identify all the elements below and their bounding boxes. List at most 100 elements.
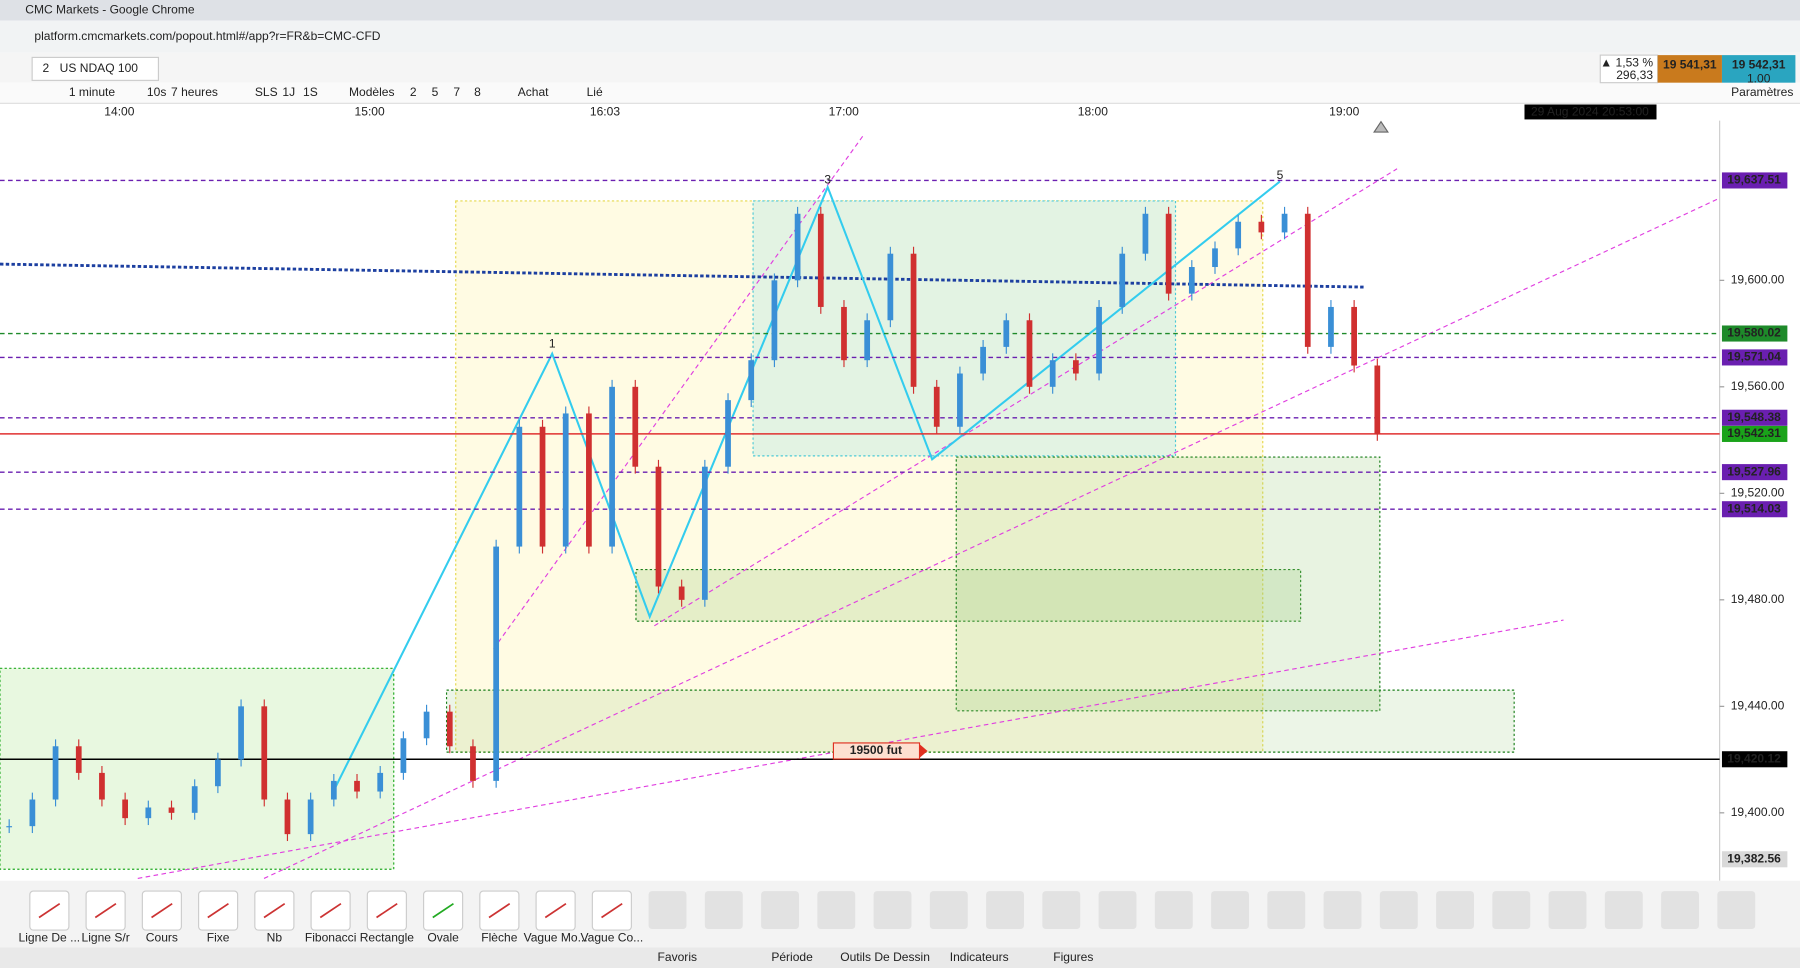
tool-label: Flèche xyxy=(481,930,517,944)
empty-slot xyxy=(1098,891,1137,929)
bottom-tab[interactable]: Indicateurs xyxy=(950,950,1009,964)
level-label-box xyxy=(1721,172,1788,189)
tool-label: Nb xyxy=(267,930,283,944)
tool-label: Ligne S/r xyxy=(82,930,130,944)
window-title: CMC Markets - Google Chrome xyxy=(25,3,195,17)
candle xyxy=(1328,306,1334,347)
candle xyxy=(400,738,407,773)
level-label-box xyxy=(1721,751,1788,768)
candle xyxy=(307,799,314,835)
bottom-tab[interactable]: Favoris xyxy=(658,950,697,964)
y-tick-label: 19,560.00 xyxy=(1731,379,1785,393)
sell-button[interactable] xyxy=(1657,55,1722,83)
candle xyxy=(377,772,384,792)
wave-label: 5 xyxy=(1277,168,1284,182)
candles xyxy=(6,206,1381,842)
annotation: 19500 fut xyxy=(850,743,902,757)
change-box xyxy=(1599,54,1659,84)
title-bar xyxy=(0,0,1800,21)
level-label-box xyxy=(1721,425,1788,442)
empty-slot xyxy=(648,891,687,929)
candle xyxy=(817,213,824,307)
tool-icon xyxy=(319,902,342,919)
candle xyxy=(516,426,523,547)
toolbar-item[interactable]: Lié xyxy=(587,85,603,99)
sell-price: 19 541,31 xyxy=(1663,58,1717,72)
toolbar-item[interactable]: 8 xyxy=(474,85,481,99)
marker xyxy=(1373,120,1389,133)
candle xyxy=(1235,221,1242,249)
candle xyxy=(423,711,430,739)
candle xyxy=(1304,213,1311,347)
buy-button[interactable] xyxy=(1721,55,1796,83)
tool-label: Fibonacci xyxy=(305,930,357,944)
trend-line xyxy=(263,198,1719,879)
toolbar-item[interactable]: Paramètres xyxy=(1731,85,1793,99)
empty-slot xyxy=(1436,891,1474,929)
empty-slot xyxy=(1492,891,1531,929)
level-label-box xyxy=(1721,409,1788,426)
candle xyxy=(794,213,801,281)
level-label: 19,542.31 xyxy=(1727,426,1781,440)
instrument-tab[interactable] xyxy=(31,56,159,81)
candle xyxy=(887,253,894,321)
date-box xyxy=(1524,104,1657,120)
toolbar-item[interactable]: SLS xyxy=(255,85,278,99)
candle xyxy=(6,826,13,828)
candle xyxy=(191,786,198,813)
tool-label: Rectangle xyxy=(360,930,415,944)
toolbar-item[interactable]: 2 xyxy=(410,85,417,99)
toolbar-item[interactable]: 7 xyxy=(453,85,460,99)
candle xyxy=(1351,306,1358,366)
level-label: 19,637.51 xyxy=(1727,173,1781,187)
toolbar-item[interactable]: Modèles xyxy=(349,85,395,99)
toolbar-item[interactable]: 10s xyxy=(147,85,166,99)
wave-label: 1 xyxy=(549,337,556,351)
tool-icon xyxy=(94,902,117,919)
level-label-box xyxy=(1721,851,1788,868)
toolbar-item[interactable]: 1J xyxy=(282,85,295,99)
wave xyxy=(331,180,1281,793)
candle xyxy=(1374,365,1381,434)
bottom-tab[interactable]: Outils De Dessin xyxy=(840,950,930,964)
trend-line xyxy=(493,135,864,650)
candle xyxy=(330,780,337,800)
candle xyxy=(1281,213,1288,233)
tool-label: Ovale xyxy=(427,930,459,944)
level-label: 19,527.96 xyxy=(1727,464,1781,478)
toolbar-item[interactable]: 1S xyxy=(303,85,318,99)
candle xyxy=(1096,306,1102,374)
bottom-tab[interactable]: Période xyxy=(771,950,813,964)
candle xyxy=(1072,360,1079,374)
toolbar-item[interactable]: 5 xyxy=(432,85,439,99)
candle xyxy=(75,746,82,773)
tool-icon xyxy=(263,902,286,919)
toolbar-item[interactable]: 7 heures xyxy=(171,85,218,99)
zone xyxy=(445,689,1515,753)
level-label: 19,514.03 xyxy=(1727,501,1781,515)
candle xyxy=(238,706,244,760)
zone xyxy=(955,456,1381,712)
date: 29 Aug 2024 20:53:00 xyxy=(1531,105,1649,119)
level-label: 19,382.56 xyxy=(1727,851,1781,865)
tool-icon xyxy=(544,902,567,919)
y-tick-label: 19,440.00 xyxy=(1731,699,1785,713)
bottom-tab[interactable]: Figures xyxy=(1053,950,1093,964)
level-label: 19,548.38 xyxy=(1727,410,1781,424)
tool-label: Cours xyxy=(146,930,178,944)
candle xyxy=(261,706,268,800)
trend-line xyxy=(654,168,1398,627)
candle xyxy=(725,400,731,467)
candle xyxy=(1212,248,1218,268)
candle xyxy=(1003,320,1010,347)
toolbar-item[interactable]: Achat xyxy=(518,85,549,99)
candle xyxy=(632,386,639,467)
candle xyxy=(168,807,175,813)
empty-slot xyxy=(1604,891,1643,929)
candle xyxy=(586,413,592,547)
candle xyxy=(771,280,778,361)
toolbar-item[interactable]: 1 minute xyxy=(69,85,115,99)
trend-line xyxy=(0,262,1364,289)
